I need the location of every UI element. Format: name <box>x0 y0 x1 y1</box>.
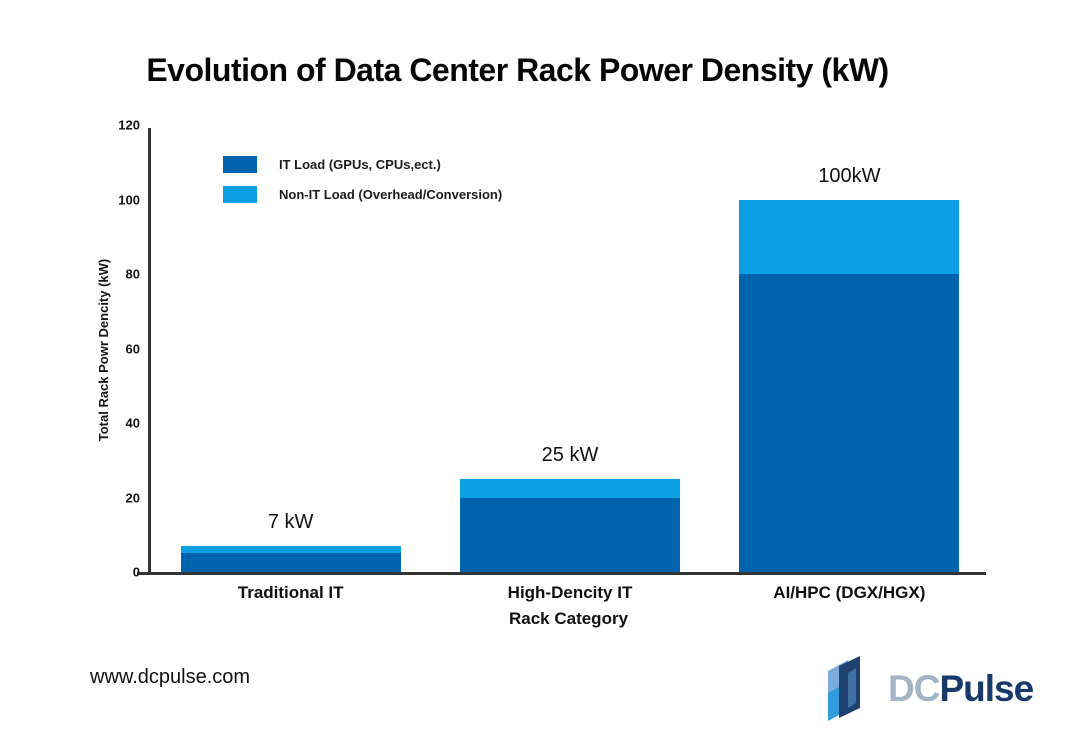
y-tick-label: 0 <box>132 564 140 580</box>
logo-text-pulse: Pulse <box>939 667 1034 709</box>
x-axis-label: Rack Category <box>508 609 629 628</box>
bar-segment-it-load <box>739 274 960 572</box>
bar-total-label: 100kW <box>818 164 881 187</box>
x-tick-label: AI/HPC (DGX/HGX) <box>773 583 926 602</box>
bar-segment-it-load <box>460 497 680 572</box>
y-tick-label: 40 <box>125 415 140 431</box>
plot-area: Total Rack Powr Dencity (kW) IT Load (GP… <box>96 119 986 628</box>
x-tick-label: Traditional IT <box>237 583 344 602</box>
legend-swatch-non-it-load <box>223 186 257 203</box>
legend-swatch-it-load <box>223 156 257 173</box>
website-url: www.dcpulse.com <box>90 666 251 688</box>
x-tick-label: High-Dencity IT <box>507 583 633 602</box>
legend-item-it-load: IT Load (GPUs, CPUs,ect.) <box>223 156 502 173</box>
legend-item-non-it-load: Non-IT Load (Overhead/Conversion) <box>223 186 502 203</box>
dcpulse-logo: DCPulse <box>826 655 1034 721</box>
legend-label-it-load: IT Load (GPUs, CPUs,ect.) <box>279 157 441 172</box>
bar-segment-it-load <box>180 553 401 572</box>
legend-label-non-it-load: Non-IT Load (Overhead/Conversion) <box>279 187 503 202</box>
zero-tick-mark <box>137 572 149 575</box>
legend: IT Load (GPUs, CPUs,ect.) Non-IT Load (O… <box>223 156 502 216</box>
y-tick-label: 80 <box>125 266 140 282</box>
bar-segment-non-it-load <box>460 478 680 498</box>
logo-text-dc: DC <box>888 667 940 709</box>
y-tick-label: 120 <box>118 117 140 133</box>
y-tick-label: 100 <box>118 192 140 207</box>
bar-total-label: 7 kW <box>267 510 314 533</box>
bar-total-label: 25 kW <box>541 443 599 466</box>
chart-title: Evolution of Data Center Rack Power Dens… <box>146 52 889 88</box>
bar-segment-non-it-load <box>739 199 960 274</box>
dcpulse-logo-text: DCPulse <box>888 667 1034 709</box>
bar-segment-non-it-load <box>180 545 401 554</box>
y-tick-label: 20 <box>125 490 140 505</box>
dcpulse-logo-icon <box>828 656 860 721</box>
y-tick-label: 60 <box>125 341 140 356</box>
y-axis-label: Total Rack Powr Dencity (kW) <box>96 258 111 442</box>
